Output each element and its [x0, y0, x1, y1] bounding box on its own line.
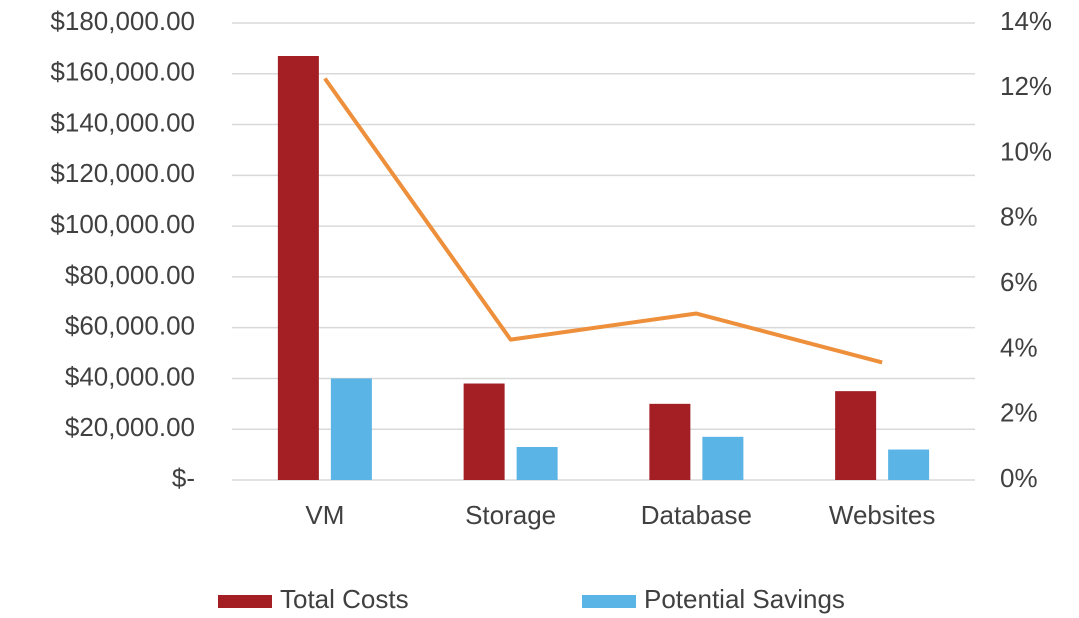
- y-tick-label: $80,000.00: [65, 260, 195, 290]
- legend-label: Total Costs: [280, 584, 409, 614]
- y-tick-label: $-: [172, 463, 195, 493]
- y-tick-label: $40,000.00: [65, 361, 195, 391]
- x-tick-label: Database: [641, 500, 752, 530]
- y-tick-label: $160,000.00: [50, 57, 195, 87]
- bar: [463, 383, 505, 480]
- y-tick-label: $180,000.00: [50, 6, 195, 36]
- y-tick-label: $100,000.00: [50, 209, 195, 239]
- y2-tick-label: 6%: [1000, 267, 1038, 297]
- bar: [888, 449, 930, 480]
- y-tick-label: $120,000.00: [50, 158, 195, 188]
- y2-tick-label: 10%: [1000, 136, 1052, 166]
- bar: [516, 446, 558, 480]
- legend-label: Potential Savings: [644, 584, 845, 614]
- x-tick-label: Websites: [829, 500, 935, 530]
- bar: [835, 391, 877, 480]
- y2-tick-label: 0%: [1000, 463, 1038, 493]
- bar: [649, 403, 691, 480]
- y2-tick-label: 4%: [1000, 332, 1038, 362]
- y-tick-label: $60,000.00: [65, 311, 195, 341]
- y-tick-label: $20,000.00: [65, 412, 195, 442]
- y2-tick-label: 8%: [1000, 202, 1038, 232]
- y2-tick-label: 2%: [1000, 398, 1038, 428]
- y-tick-label: $140,000.00: [50, 107, 195, 137]
- bar: [702, 436, 744, 480]
- legend-swatch: [582, 595, 636, 608]
- bar: [330, 378, 372, 480]
- y2-tick-label: 14%: [1000, 6, 1052, 36]
- bar: [277, 56, 319, 480]
- x-tick-label: VM: [305, 500, 344, 530]
- x-tick-label: Storage: [465, 500, 556, 530]
- line-series: [323, 77, 883, 365]
- legend-swatch: [218, 595, 272, 608]
- y2-tick-label: 12%: [1000, 71, 1052, 101]
